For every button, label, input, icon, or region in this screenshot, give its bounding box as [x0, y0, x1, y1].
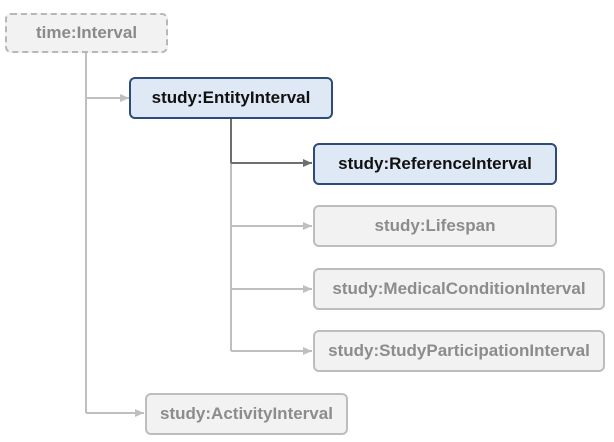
node-label: study:EntityInterval	[151, 88, 311, 107]
node-label: time:Interval	[35, 23, 138, 42]
node-label: study:ReferenceInterval	[338, 154, 532, 173]
node-reference-interval[interactable]: study:ReferenceInterval	[313, 143, 557, 185]
node-entity-interval[interactable]: study:EntityInterval	[129, 77, 333, 119]
node-label: study:Lifespan	[374, 216, 496, 235]
node-medical-condition-interval[interactable]: study:MedicalConditionInterval	[313, 268, 605, 310]
node-label: study:MedicalConditionInterval	[332, 279, 586, 298]
node-label: study:ActivityInterval	[160, 404, 333, 423]
node-activity-interval[interactable]: study:ActivityInterval	[145, 393, 348, 435]
node-lifespan[interactable]: study:Lifespan	[313, 205, 557, 247]
node-study-participation-interval[interactable]: study:StudyParticipationInterval	[313, 330, 605, 372]
node-time-interval[interactable]: time:Interval	[5, 13, 168, 53]
node-label: study:StudyParticipationInterval	[328, 341, 590, 360]
